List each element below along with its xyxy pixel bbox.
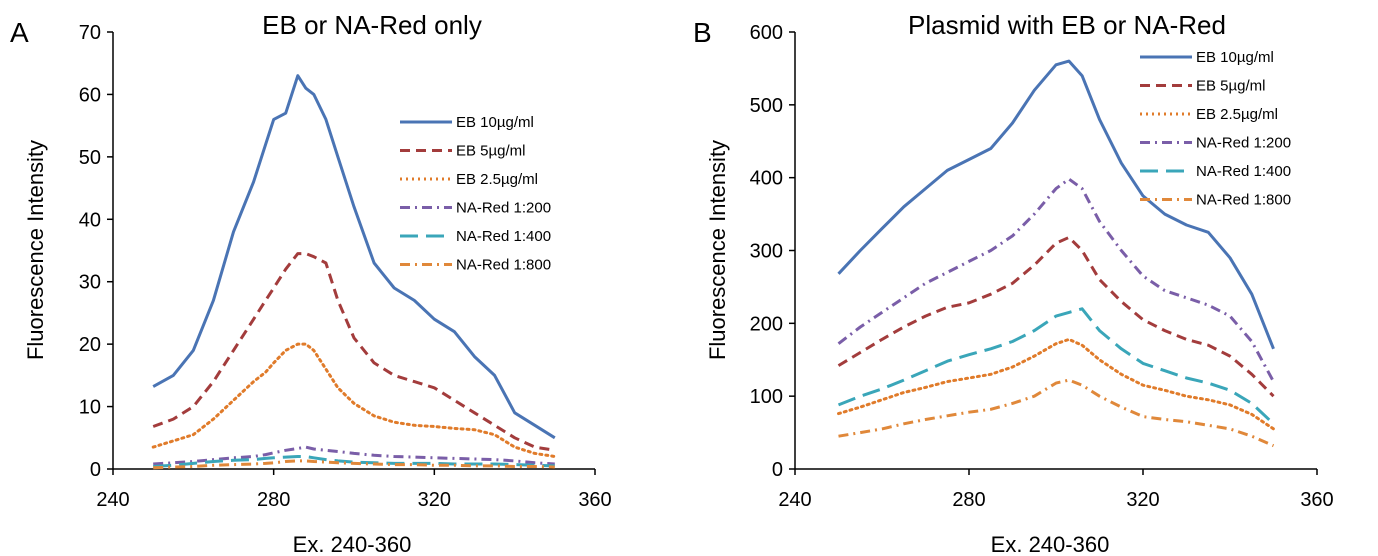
legend-label-5: NA-Red 1:800 bbox=[1196, 192, 1291, 209]
panel-b: B Plasmid with EB or NA-Red Fluorescence… bbox=[693, 10, 1334, 556]
legend-label-3: NA-Red 1:200 bbox=[456, 200, 551, 217]
series-line-4 bbox=[837, 307, 1275, 425]
legend-label-2: EB 2.5µg/ml bbox=[456, 171, 538, 188]
x-tick-label: 240 bbox=[96, 489, 129, 511]
x-tick-label: 240 bbox=[778, 489, 811, 511]
panel-a: A EB or NA-Red only Fluorescence Intensi… bbox=[10, 10, 612, 556]
series-line-0 bbox=[837, 59, 1275, 350]
y-tick-label: 300 bbox=[750, 241, 783, 263]
x-tick-label: 360 bbox=[578, 489, 611, 511]
x-tick-label: 320 bbox=[1126, 489, 1159, 511]
panel-a-legend: EB 10µg/ml EB 5µg/ml EB 2.5µg/ml NA-Red 1:2… bbox=[400, 114, 551, 274]
panel-a-title: EB or NA-Red only bbox=[262, 10, 482, 40]
y-tick-label: 10 bbox=[79, 397, 101, 419]
x-tick-label: 280 bbox=[257, 489, 290, 511]
panel-a-xlabel: Ex. 240-360 bbox=[293, 532, 412, 556]
y-tick-label: 100 bbox=[750, 386, 783, 408]
legend-label-1: EB 5µg/ml bbox=[1196, 78, 1266, 95]
y-tick-label: 40 bbox=[79, 209, 101, 231]
y-tick-label: 50 bbox=[79, 147, 101, 169]
legend-label-0: EB 10µg/ml bbox=[1196, 49, 1274, 66]
y-tick-label: 20 bbox=[79, 334, 101, 356]
legend-label-0: EB 10µg/ml bbox=[456, 114, 534, 131]
legend-label-3: NA-Red 1:200 bbox=[1196, 135, 1291, 152]
series-line-2 bbox=[151, 342, 557, 458]
x-tick-label: 360 bbox=[1300, 489, 1333, 511]
y-tick-label: 600 bbox=[750, 22, 783, 44]
y-tick-label: 200 bbox=[750, 313, 783, 335]
legend-label-4: NA-Red 1:400 bbox=[456, 228, 551, 245]
y-tick-label: 60 bbox=[79, 84, 101, 106]
panel-b-title: Plasmid with EB or NA-Red bbox=[908, 10, 1226, 40]
panel-b-xlabel: Ex. 240-360 bbox=[991, 532, 1110, 556]
panel-b-axes: 0 100 200 300 400 500 600 240 280 320 360 bbox=[750, 22, 1334, 511]
series-line-5 bbox=[838, 378, 1275, 448]
series-line-0 bbox=[152, 74, 556, 440]
legend-label-2: EB 2.5µg/ml bbox=[1196, 106, 1278, 123]
series-line-1 bbox=[837, 235, 1275, 398]
y-tick-label: 400 bbox=[750, 168, 783, 190]
panel-b-ylabel: Fluorescence Intensity bbox=[705, 140, 730, 360]
legend-label-5: NA-Red 1:800 bbox=[456, 257, 551, 274]
panel-b-series bbox=[837, 59, 1275, 448]
series-line-3 bbox=[153, 445, 555, 466]
y-tick-label: 30 bbox=[79, 272, 101, 294]
legend-label-1: EB 5µg/ml bbox=[456, 143, 526, 160]
legend-label-4: NA-Red 1:400 bbox=[1196, 163, 1291, 180]
y-tick-label: 0 bbox=[772, 459, 783, 481]
panel-b-label: B bbox=[693, 17, 712, 48]
y-tick-label: 70 bbox=[79, 22, 101, 44]
panel-a-label: A bbox=[10, 17, 29, 48]
panel-b-legend: EB 10µg/ml EB 5µg/ml EB 2.5µg/ml NA-Red 1:2… bbox=[1140, 49, 1291, 209]
y-tick-label: 500 bbox=[750, 95, 783, 117]
series-line-1 bbox=[152, 252, 556, 452]
series-line-2 bbox=[837, 337, 1275, 431]
panel-a-series bbox=[151, 74, 557, 470]
series-line-3 bbox=[837, 177, 1275, 383]
series-line-4 bbox=[153, 455, 555, 468]
x-tick-label: 280 bbox=[952, 489, 985, 511]
panel-a-ylabel: Fluorescence Intensity bbox=[23, 140, 48, 360]
y-tick-label: 0 bbox=[90, 459, 101, 481]
x-tick-label: 320 bbox=[418, 489, 451, 511]
panel-a-axes: 0 10 20 30 40 50 60 70 240 280 320 360 bbox=[79, 22, 612, 511]
